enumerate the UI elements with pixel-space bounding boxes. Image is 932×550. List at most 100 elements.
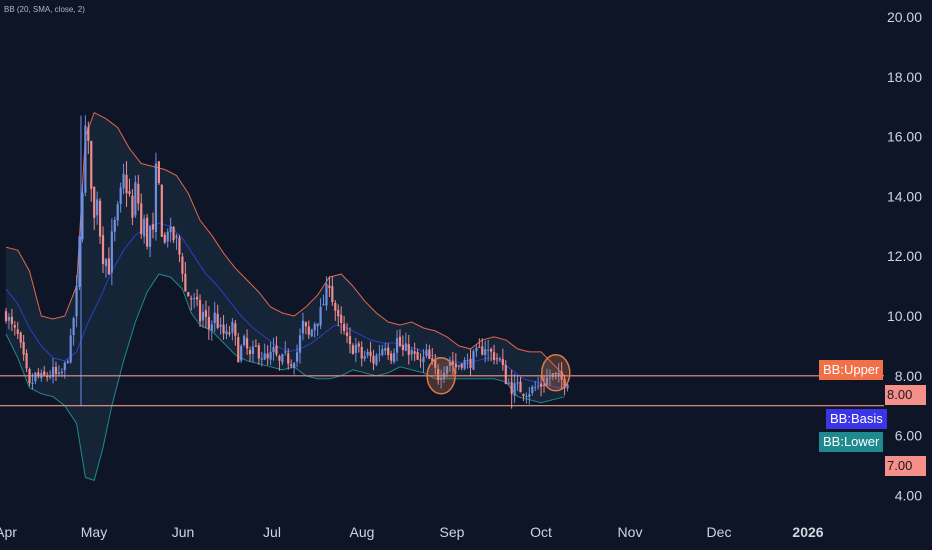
bb-lower-tag: BB:Lower — [819, 432, 884, 452]
candle-body — [378, 354, 381, 356]
candle-body — [78, 236, 81, 287]
candle-body — [425, 349, 428, 356]
candle-body — [431, 358, 434, 362]
candle-body — [460, 363, 463, 368]
candle-body — [537, 385, 540, 387]
candle-body — [137, 183, 140, 204]
candle-body — [119, 187, 122, 204]
time-tick-label: 2026 — [792, 524, 823, 540]
candle-body — [445, 366, 449, 374]
bollinger-bands — [5, 111, 565, 482]
candle-body — [451, 361, 454, 365]
bb-basis-tag: BB:Basis — [826, 409, 887, 429]
upper-band-line — [5, 111, 565, 377]
candle-body — [143, 218, 146, 237]
candle-body — [490, 349, 493, 352]
candle-body — [134, 182, 137, 216]
candle-body — [469, 358, 472, 368]
candle-body — [216, 313, 219, 329]
candle-body — [457, 365, 460, 367]
candle-body — [381, 349, 384, 355]
candle-body — [343, 323, 346, 332]
candle-body — [281, 354, 284, 363]
candle-body — [463, 359, 466, 369]
candle-body — [390, 353, 393, 361]
candle-body — [360, 346, 363, 359]
candle-body — [269, 351, 272, 360]
candle-body — [566, 384, 569, 389]
candle-body — [248, 349, 252, 355]
candle-body — [163, 234, 166, 243]
horizontal-lines[interactable] — [0, 375, 884, 407]
candle-body — [422, 356, 425, 363]
candle-body — [22, 341, 25, 355]
candle-body — [357, 343, 360, 347]
candle-body — [316, 323, 319, 327]
candle-body — [104, 259, 108, 267]
time-axis[interactable]: Apr May Jun Jul Aug Sep Oct Nov Dec 2026 — [0, 524, 824, 540]
candle-body — [563, 378, 566, 389]
candle-body — [231, 321, 234, 333]
candle-body — [16, 329, 19, 334]
bb-upper-value-tag: 8.00 — [885, 385, 926, 405]
candle-body — [43, 371, 46, 375]
candle-body — [484, 349, 487, 356]
candle-body — [516, 382, 519, 384]
candle-body — [98, 200, 102, 237]
candle-body — [146, 217, 149, 247]
price-tick-label: 18.00 — [887, 69, 922, 85]
candle-body — [548, 377, 551, 379]
candle-body — [354, 344, 357, 353]
candle-body — [184, 273, 187, 292]
candle-body — [301, 320, 305, 334]
candle-body — [475, 347, 478, 352]
bb-upper-tag: BB:Upper — [819, 360, 884, 380]
lower-band-line — [5, 273, 565, 482]
highlight-circles[interactable] — [426, 354, 571, 395]
candle-body — [348, 336, 352, 345]
candle-body — [392, 353, 396, 362]
price-axis[interactable]: 20.00 18.00 16.00 14.00 12.00 10.00 8.00 6.00 4.… — [887, 9, 922, 503]
time-tick-label: Sep — [440, 524, 465, 540]
candle-body — [322, 304, 325, 306]
price-tick-label: 8.00 — [895, 368, 922, 384]
candle-body — [93, 186, 96, 218]
candle-body — [25, 353, 28, 369]
candle-body — [213, 312, 216, 324]
candle-body — [243, 336, 246, 346]
highlight-circle — [426, 357, 456, 395]
candle-body — [60, 371, 63, 374]
candles — [4, 115, 569, 409]
candle-body — [175, 235, 178, 238]
candle-body — [57, 372, 61, 375]
candle-body — [395, 338, 399, 353]
candle-body — [293, 362, 296, 368]
candle-body — [54, 366, 58, 374]
candle-body — [375, 355, 378, 365]
candle-body — [19, 332, 22, 343]
candle-body — [351, 345, 355, 355]
indicator-legend[interactable]: BB (20, SMA, close, 2) — [4, 5, 85, 14]
candle-body — [84, 125, 87, 193]
candle-body — [113, 219, 116, 232]
candle-body — [75, 285, 78, 317]
candle-body — [13, 325, 16, 328]
candle-body — [81, 192, 84, 240]
candle-body — [504, 365, 507, 385]
candle-body — [148, 226, 152, 247]
candle-body — [196, 296, 199, 300]
candle-body — [472, 351, 475, 370]
candle-body — [337, 309, 340, 317]
candle-body — [240, 346, 243, 361]
candle-body — [522, 393, 525, 396]
candle-body — [313, 324, 316, 331]
candle-body — [187, 291, 190, 297]
candle-body — [495, 357, 499, 359]
candle-body — [125, 174, 128, 194]
candle-body — [398, 336, 402, 347]
candle-body — [275, 345, 278, 355]
band-fill — [6, 112, 565, 481]
time-tick-label: Jun — [172, 524, 195, 540]
